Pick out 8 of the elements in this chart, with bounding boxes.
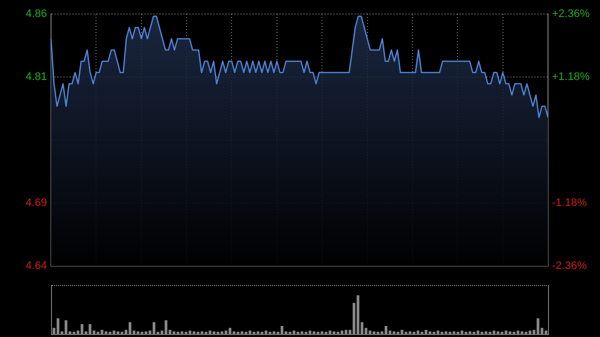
y-tick-label: 4.86 — [26, 8, 47, 20]
y-tick-label: 4.81 — [26, 71, 47, 84]
y2-tick-label: +2.36% — [552, 8, 590, 20]
y-tick-label: 4.64 — [26, 260, 47, 272]
y2-tick-label: -1.18% — [552, 197, 588, 210]
y2-tick-label: +1.18% — [552, 71, 590, 84]
y2-tick-label: -2.36% — [552, 260, 588, 272]
y-tick-label: 4.69 — [26, 197, 47, 210]
